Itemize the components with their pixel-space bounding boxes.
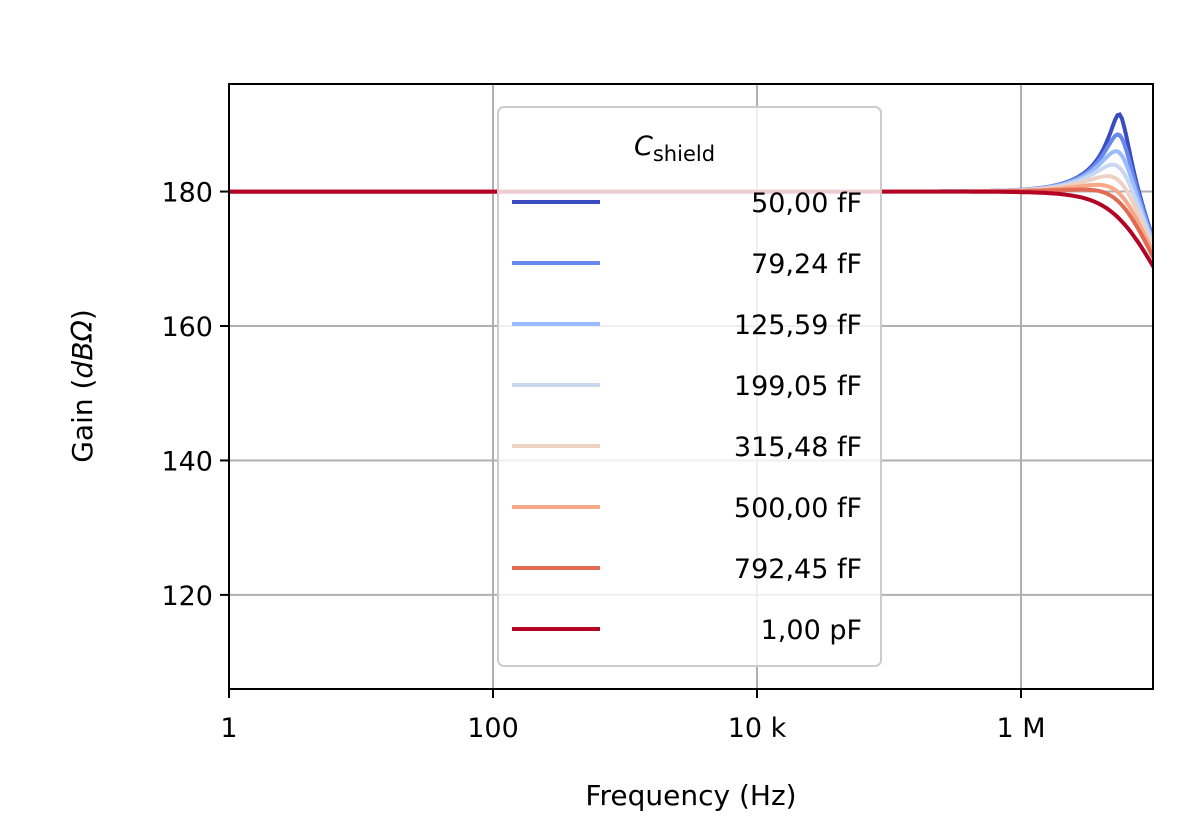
y-tick-label: 180 — [161, 178, 213, 209]
y-axis-label: Gain (dBΩ) — [66, 309, 99, 463]
y-tick-label: 160 — [161, 312, 213, 343]
x-tick-label: 1 — [220, 713, 237, 744]
axis-ticks: 1 100 10 k 1 M 120 140 160 180 — [161, 178, 1045, 744]
x-axis-label: Frequency (Hz) — [585, 779, 796, 812]
y-tick-label: 140 — [161, 446, 213, 477]
legend-box — [497, 106, 882, 667]
legend-label: 199,05 fF — [734, 371, 862, 402]
legend-entries: 50,00 fF 79,24 fF 125,59 fF 199,05 fF 315,48… — [512, 188, 862, 646]
legend-title: Cshield — [634, 131, 715, 166]
legend-label: 125,59 fF — [734, 310, 862, 341]
x-tick-label: 100 — [467, 713, 519, 744]
legend: Cshield 50,00 fF 79,24 fF 125,59 fF 199,05 … — [497, 106, 882, 667]
legend-label: 792,45 fF — [734, 554, 862, 585]
x-tick-label: 10 k — [728, 713, 787, 744]
x-tick-label: 1 M — [996, 713, 1045, 744]
legend-label: 79,24 fF — [751, 249, 862, 280]
legend-label: 500,00 fF — [734, 493, 862, 524]
plot-frame — [228, 83, 1154, 690]
legend-label: 315,48 fF — [734, 432, 862, 463]
legend-label: 50,00 fF — [751, 188, 862, 219]
legend-label: 1,00 pF — [761, 615, 862, 646]
y-tick-label: 120 — [161, 581, 213, 612]
